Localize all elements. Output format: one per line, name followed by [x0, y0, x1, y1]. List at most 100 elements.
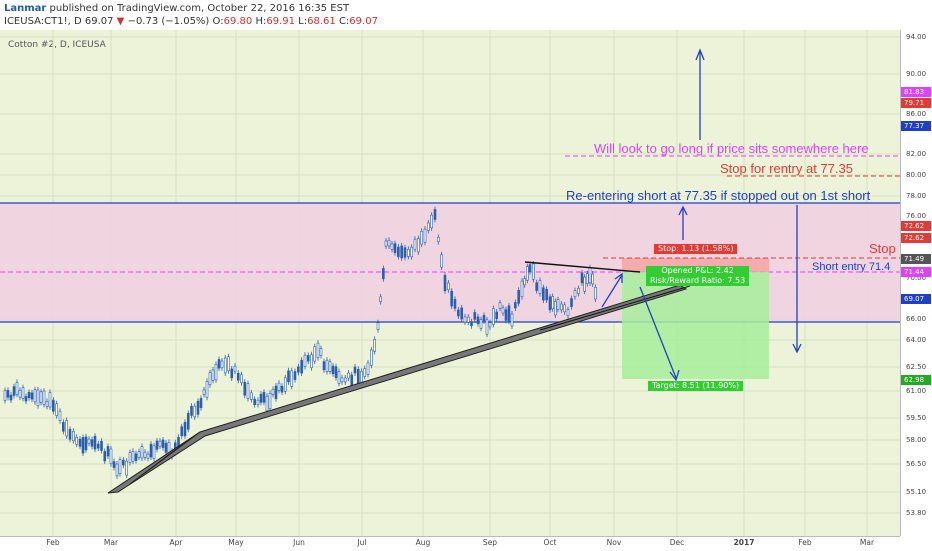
candle-body [556, 299, 560, 310]
candle-body [373, 339, 376, 352]
author-link[interactable]: Lanmar [4, 3, 47, 14]
candle-body [211, 369, 215, 381]
candle-body [463, 316, 467, 323]
candle-body [528, 264, 532, 272]
candle-body [479, 319, 483, 329]
down-arrow-icon: ▼ [116, 16, 125, 27]
price-tag: 71.44 [901, 267, 931, 277]
candle-body [507, 305, 511, 322]
candle-body [93, 435, 97, 450]
candle-body [155, 440, 159, 450]
candle-body [106, 446, 110, 457]
candle-body [271, 389, 275, 395]
price-tag: 72.62 [901, 233, 931, 243]
candle-body [363, 368, 367, 377]
trend-wedge-left [129, 431, 201, 485]
price-tick: 80.00 [906, 171, 927, 179]
candle-body [580, 272, 584, 284]
long-note: Will look to go long if price sits somew… [594, 141, 869, 156]
candle-body [520, 280, 524, 298]
price-tick: 76.00 [906, 212, 927, 220]
candle-body [319, 348, 323, 356]
candle-body [15, 382, 19, 395]
candle-body [115, 463, 119, 477]
candle-body [313, 346, 317, 362]
down-arrow-right-head [792, 343, 802, 354]
down-arrow-target-head [669, 369, 680, 382]
down-arrow-target [639, 286, 677, 379]
candle-body [337, 371, 341, 384]
candle-body [488, 322, 492, 328]
time-tick: Oct [543, 538, 557, 547]
candle-body [407, 248, 410, 257]
candle-body [268, 393, 272, 410]
candle-body [262, 392, 266, 403]
candle-body [186, 413, 190, 430]
candle-body [393, 243, 397, 253]
candle-body [131, 451, 135, 462]
candle-body [223, 357, 227, 374]
candle-body [538, 280, 542, 294]
candle-body [78, 438, 82, 447]
candle-body [125, 460, 128, 476]
candle-body [523, 278, 526, 286]
time-tick: Apr [169, 538, 183, 547]
short-entry-note: Short entry 71.4 [812, 261, 891, 273]
candle-body [152, 445, 156, 459]
candle-body [96, 443, 100, 449]
candle-body [256, 399, 260, 405]
time-tick: May [228, 538, 244, 547]
candle-body [334, 366, 338, 378]
candle-body [501, 307, 505, 314]
candle-body [6, 390, 10, 398]
price-axis[interactable] [900, 30, 932, 536]
candle-body [535, 282, 538, 291]
candle-body [259, 393, 263, 403]
candle-body [81, 437, 85, 454]
candle-body [387, 239, 391, 247]
candle-body [586, 273, 589, 284]
last-price: 69.07 [84, 16, 114, 27]
candle-body [384, 240, 388, 247]
candle-body [526, 266, 529, 281]
candle-body [193, 405, 197, 418]
candle-body [466, 316, 470, 323]
candle-body [322, 361, 326, 371]
price-tick: 55.10 [906, 488, 927, 496]
time-tick: Nov [606, 538, 622, 547]
candle-body [149, 443, 153, 458]
time-axis[interactable] [0, 536, 900, 551]
candle-body [183, 422, 187, 437]
target-zone [622, 272, 769, 379]
candle-body [450, 290, 453, 307]
opened-pl: Opened P&L: 2.42 [661, 266, 734, 275]
price-tick: 94.00 [906, 33, 927, 41]
candle-body [246, 383, 250, 399]
candle-body [243, 382, 247, 396]
candle-body [68, 429, 72, 440]
time-tick: Aug [415, 538, 431, 547]
candle-body [347, 372, 350, 379]
candle-body [112, 461, 116, 468]
candle-body [287, 370, 290, 383]
candle-body [447, 282, 450, 291]
candle-body [227, 356, 230, 372]
candle-body [510, 313, 514, 327]
candle-body [134, 453, 138, 461]
time-tick: Mar [103, 538, 119, 547]
time-tick: Sep [482, 538, 498, 547]
price-tick: 90.00 [906, 70, 927, 78]
change-value: −0.73 (−1.05%) [127, 16, 210, 27]
candle-body [482, 315, 486, 322]
candle-body [87, 438, 91, 444]
price-tick: 70.00 [906, 274, 927, 282]
candle-body [390, 243, 394, 250]
candle-body [485, 319, 489, 335]
stop-box: Stop: 1.13 (1.58%) [654, 244, 738, 254]
price-tick: 62.50 [906, 363, 927, 371]
candle-body [58, 410, 62, 421]
candle-body [566, 309, 570, 317]
open-value: 69.80 [223, 16, 253, 27]
price-tag: 71.49 [901, 254, 931, 264]
